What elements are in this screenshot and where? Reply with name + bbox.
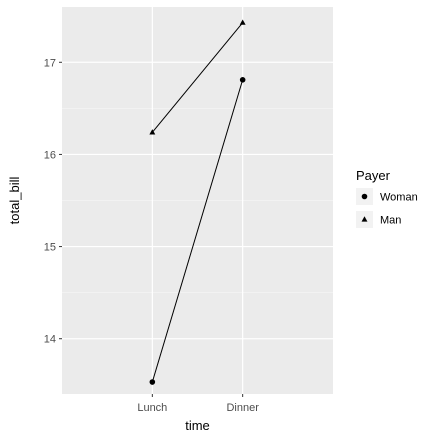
legend-label: Man [380,215,401,227]
data-point-man-triangle [149,129,156,135]
data-point-woman-circle [239,76,246,83]
y-tick-label: 17 [44,57,56,69]
legend: Payer Woman Man [356,168,418,228]
x-tick-label: Dinner [226,402,259,414]
legend-triangle-icon [361,216,368,222]
y-axis-ticks: 14 15 16 17 [44,57,62,346]
legend-title: Payer [356,168,391,183]
x-tick-label: Lunch [137,402,167,414]
x-axis-ticks: Lunch Dinner [137,394,259,414]
x-axis-title: time [185,418,210,433]
legend-circle-icon [361,193,368,200]
y-tick-label: 14 [44,334,56,346]
series-lines [151,22,244,383]
data-point-woman-circle [149,379,156,385]
legend-entries: Woman Man [356,188,418,228]
y-axis-title: total_bill [7,177,22,225]
legend-label: Woman [380,192,418,204]
series-line-woman [151,79,244,383]
y-tick-label: 15 [44,242,56,254]
series-points [149,19,246,385]
series-line-man [151,22,244,133]
y-tick-label: 16 [44,149,56,161]
data-point-man-triangle [239,19,246,25]
grid-major [62,7,333,394]
grid-minor [62,107,333,294]
